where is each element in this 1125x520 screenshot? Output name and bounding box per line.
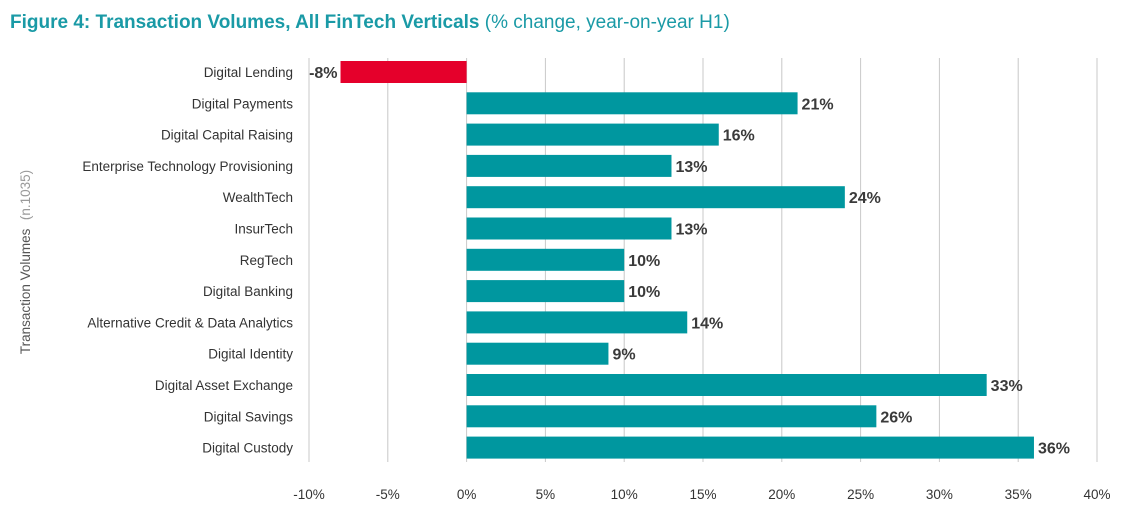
grid-lines — [308, 58, 1098, 462]
category-label: Digital Custody — [202, 441, 293, 456]
y-axis-label: Transaction Volumes (n.1035) — [17, 170, 34, 354]
x-tick-label: 20% — [768, 487, 795, 502]
x-tick-label: 10% — [611, 487, 638, 502]
bar — [466, 154, 672, 177]
data-label: 36% — [1038, 441, 1070, 458]
bar — [466, 342, 609, 365]
category-label: Digital Capital Raising — [161, 128, 293, 143]
category-label: RegTech — [240, 253, 293, 268]
bar — [466, 248, 625, 271]
x-tick-label: -5% — [376, 487, 400, 502]
data-label: 10% — [628, 284, 660, 301]
data-label: 14% — [691, 315, 723, 332]
y-axis-label-note: (n.1035) — [18, 170, 33, 220]
data-label: 9% — [612, 347, 635, 364]
bar — [466, 92, 798, 115]
data-label: 13% — [675, 222, 707, 239]
category-label: Enterprise Technology Provisioning — [82, 159, 293, 174]
category-label: InsurTech — [234, 222, 293, 237]
category-label: Digital Identity — [208, 347, 293, 362]
bar — [466, 186, 845, 209]
category-label: Digital Savings — [204, 409, 294, 424]
bar — [340, 61, 467, 83]
bar — [466, 311, 688, 334]
x-tick-label: 25% — [847, 487, 874, 502]
category-label: Digital Lending — [204, 65, 293, 80]
x-tick-label: 0% — [457, 487, 477, 502]
x-tick-label: -10% — [293, 487, 325, 502]
chart-subtitle: (% change, year-on-year H1) — [484, 12, 730, 33]
x-tick-label: 5% — [536, 487, 556, 502]
data-label: 13% — [675, 159, 707, 176]
bar — [466, 436, 1034, 459]
x-tick-label: 35% — [1005, 487, 1032, 502]
category-label: Digital Banking — [203, 284, 293, 299]
x-tick-label: 15% — [689, 487, 716, 502]
data-label: 16% — [723, 128, 755, 145]
data-label: -8% — [309, 65, 337, 82]
y-axis-label-text: Transaction Volumes — [18, 228, 33, 354]
category-label: Digital Asset Exchange — [155, 378, 293, 393]
category-label: Alternative Credit & Data Analytics — [87, 315, 293, 330]
data-label: 21% — [802, 96, 834, 113]
chart-title-main: Figure 4: Transaction Volumes, All FinTe… — [10, 12, 480, 33]
category-label: WealthTech — [223, 190, 293, 205]
x-axis-ticks: -10% -5% 0% 5% 10% 15% 20% 25% 30% 35% 40% — [293, 487, 1110, 502]
bar — [466, 123, 719, 146]
bar — [466, 374, 987, 396]
bar — [466, 405, 877, 428]
chart-title: Figure 4: Transaction Volumes, All FinTe… — [10, 12, 730, 34]
labels: Digital Lending -8% Digital Payments 21% Dig… — [82, 65, 1070, 458]
bar — [466, 217, 672, 240]
x-tick-label: 40% — [1083, 487, 1110, 502]
x-tick-label: 30% — [926, 487, 953, 502]
category-label: Digital Payments — [192, 96, 294, 111]
data-label: 33% — [991, 378, 1023, 395]
data-label: 24% — [849, 190, 881, 207]
bar — [466, 280, 625, 303]
data-label: 26% — [880, 409, 912, 426]
data-label: 10% — [628, 253, 660, 270]
bars — [340, 61, 1034, 459]
